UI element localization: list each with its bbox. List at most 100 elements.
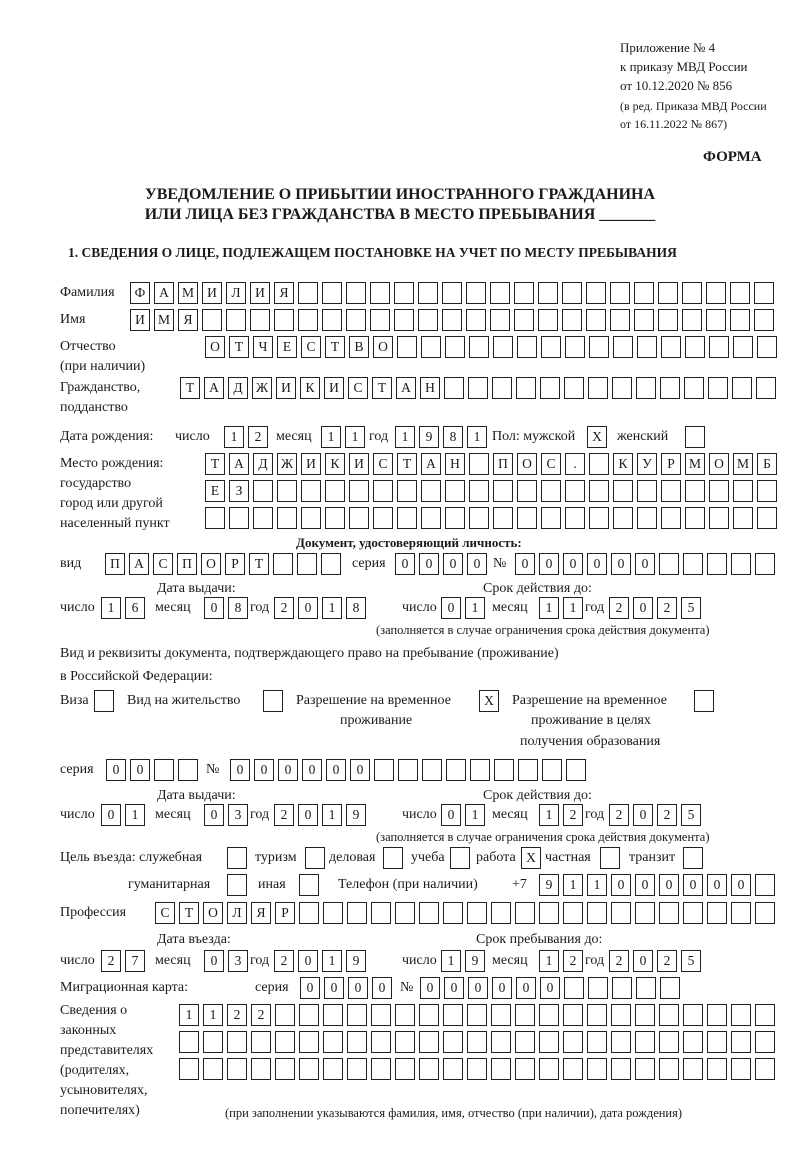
char-box[interactable]: 1 [345,426,365,448]
char-box[interactable]: 9 [346,950,366,972]
char-box[interactable]: Н [445,453,465,475]
char-box[interactable] [517,507,537,529]
char-box[interactable]: 8 [443,426,463,448]
char-box[interactable] [538,282,558,304]
char-box[interactable]: С [541,453,561,475]
char-box[interactable] [563,902,583,924]
char-box[interactable] [323,1004,343,1026]
char-box[interactable]: 1 [465,597,485,619]
char-box[interactable]: 0 [278,759,298,781]
char-box[interactable] [298,309,318,331]
representatives-row-2[interactable] [179,1031,775,1053]
char-box[interactable] [540,377,560,399]
char-box[interactable]: Б [757,453,777,475]
char-box[interactable] [694,690,714,712]
char-box[interactable]: 5 [681,804,701,826]
char-box[interactable] [468,377,488,399]
char-box[interactable] [253,480,273,502]
char-box[interactable]: Р [275,902,295,924]
char-box[interactable] [659,1004,679,1026]
char-box[interactable]: 2 [248,426,268,448]
char-box[interactable] [493,336,513,358]
char-box[interactable]: 1 [322,950,342,972]
char-box[interactable]: 0 [298,950,318,972]
char-box[interactable] [684,377,704,399]
char-box[interactable]: Т [180,377,200,399]
char-box[interactable]: 0 [130,759,150,781]
char-box[interactable] [395,1004,415,1026]
char-box[interactable] [397,336,417,358]
char-box[interactable] [563,1058,583,1080]
char-box[interactable]: И [130,309,150,331]
char-box[interactable] [707,1031,727,1053]
char-box[interactable]: 0 [633,597,653,619]
char-box[interactable] [466,309,486,331]
char-box[interactable] [659,1031,679,1053]
char-box[interactable]: 1 [587,874,607,896]
char-box[interactable]: 1 [467,426,487,448]
char-box[interactable]: Т [229,336,249,358]
char-box[interactable]: 1 [441,950,461,972]
char-box[interactable]: 0 [441,597,461,619]
char-box[interactable] [493,507,513,529]
char-box[interactable]: 7 [125,950,145,972]
char-box[interactable] [588,377,608,399]
char-box[interactable]: О [709,453,729,475]
char-box[interactable] [565,480,585,502]
char-box[interactable] [562,309,582,331]
char-box[interactable]: 1 [101,597,121,619]
char-box[interactable]: 0 [444,977,464,999]
char-box[interactable]: 3 [228,950,248,972]
char-box[interactable]: 0 [326,759,346,781]
char-box[interactable] [305,847,325,869]
char-box[interactable] [541,507,561,529]
char-box[interactable]: А [396,377,416,399]
char-box[interactable]: 1 [322,597,342,619]
char-box[interactable]: М [154,309,174,331]
char-box[interactable] [275,1004,295,1026]
char-box[interactable] [229,507,249,529]
char-box[interactable] [685,480,705,502]
char-box[interactable]: О [201,553,221,575]
char-box[interactable] [610,282,630,304]
char-box[interactable]: 0 [611,553,631,575]
char-box[interactable] [273,553,293,575]
char-box[interactable]: 0 [395,553,415,575]
char-box[interactable] [709,336,729,358]
char-box[interactable] [251,1031,271,1053]
char-box[interactable] [347,902,367,924]
char-box[interactable] [682,309,702,331]
char-box[interactable] [613,507,633,529]
char-box[interactable] [301,480,321,502]
char-box[interactable] [587,1004,607,1026]
char-box[interactable]: Р [661,453,681,475]
char-box[interactable] [683,902,703,924]
char-box[interactable]: 0 [230,759,250,781]
char-box[interactable] [491,1004,511,1026]
char-box[interactable] [538,309,558,331]
char-box[interactable]: О [517,453,537,475]
char-box[interactable]: 8 [228,597,248,619]
char-box[interactable] [445,480,465,502]
char-box[interactable]: Т [372,377,392,399]
char-box[interactable]: И [324,377,344,399]
purpose-other-checkbox[interactable] [299,874,319,896]
char-box[interactable]: Я [178,309,198,331]
char-box[interactable]: А [229,453,249,475]
char-box[interactable] [755,1031,775,1053]
char-box[interactable]: И [301,453,321,475]
char-box[interactable]: Ж [252,377,272,399]
char-box[interactable] [467,1058,487,1080]
char-box[interactable] [203,1031,223,1053]
char-box[interactable] [493,480,513,502]
char-box[interactable] [709,507,729,529]
char-box[interactable]: 0 [419,553,439,575]
char-box[interactable] [227,874,247,896]
char-box[interactable] [371,1031,391,1053]
